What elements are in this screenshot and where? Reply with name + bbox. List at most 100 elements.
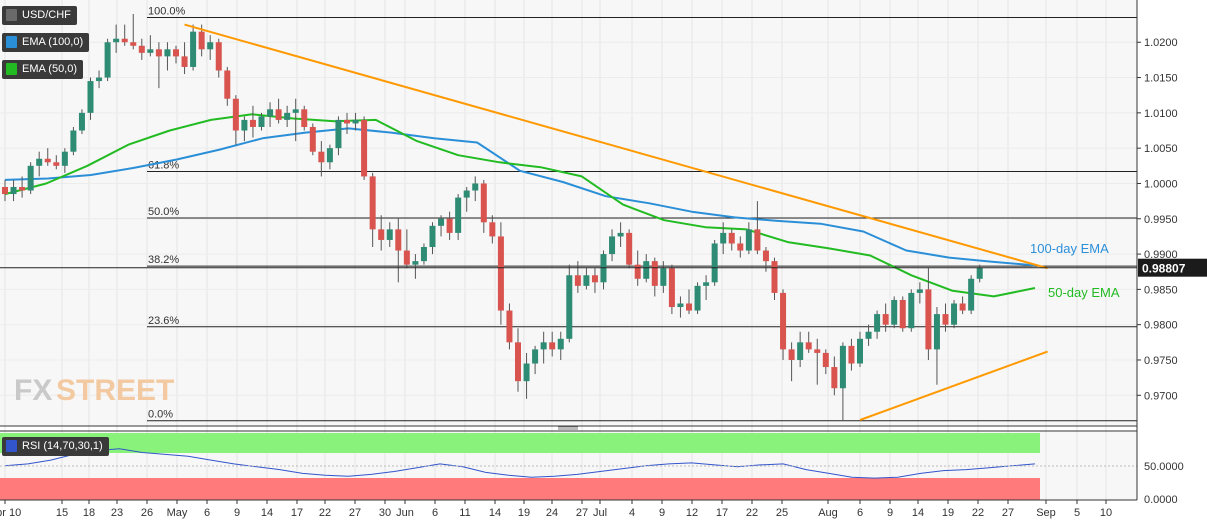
candle-up [190,31,197,67]
x-tick-label: 17 [291,507,303,519]
ema50-swatch [6,63,17,75]
x-tick-label: 19 [518,507,530,519]
candle-up [258,116,265,127]
fib-label: 50.0% [148,206,179,218]
x-tick-label: 6 [857,507,863,519]
candle-down [634,264,641,279]
current-price-value: 0.98807 [1142,262,1186,276]
candle-down [130,42,137,46]
candle-down [489,222,496,237]
candle-up [87,81,94,113]
candle-down [344,119,350,124]
candle-up [865,331,872,339]
candle-up [429,225,436,248]
candle-up [677,303,684,308]
ema100-line [4,127,1036,267]
candle-down [515,342,521,382]
grid-lines [0,0,1137,500]
candle-down [275,109,282,120]
candle-up [267,109,274,117]
x-tick-label: Apr 10 [0,507,21,519]
candlesticks [2,14,983,420]
candle-down [651,261,658,286]
rsi-legend-label: RSI (14,70,30,1) [22,440,103,452]
y-tick-label: 0.9750 [1144,355,1178,367]
x-tick-label: 24 [546,507,558,519]
rsi-zones [0,433,1040,500]
candle-down [780,292,787,350]
rsi-legend: RSI (14,70,30,1) [2,437,109,456]
y-tick-label: 0.9850 [1144,284,1178,296]
fib-label: 61.8% [148,159,179,171]
candle-down [668,268,675,308]
x-tick-label: 12 [686,507,698,519]
x-tick-label: 25 [776,507,788,519]
candle-up [420,247,427,262]
candle-down [198,31,205,50]
rsi-overbought-zone [0,433,1040,453]
candle-up [583,275,590,286]
fxstreet-logo: FX STREET [14,374,174,407]
candle-up [164,49,171,57]
candle-down [309,126,316,152]
x-tick-label: 9 [659,507,665,519]
candle-up [557,338,564,350]
candle-down [232,98,239,131]
candle-down [53,162,60,166]
ema100-annotation: 100-day EMA [1030,241,1109,256]
x-tick-label: 27 [349,507,361,519]
candle-down [378,229,385,240]
fib-label: 38.2% [148,254,179,266]
candle-down [249,119,256,127]
candle-down [882,314,889,325]
y-tick-label: 1.0100 [1144,108,1178,120]
candle-down [728,232,735,244]
candle-up [874,314,881,332]
candle-down [626,232,633,265]
candle-down [446,218,453,233]
y-tick-label: 1.0000 [1144,178,1178,190]
x-tick-label: 27 [576,507,588,519]
rsi-tick-label: 50.0000 [1144,461,1184,473]
y-tick-label: 0.9800 [1144,320,1178,332]
candle-up [532,349,539,364]
fib-label: 100.0% [148,6,186,18]
candle-down [173,49,179,57]
candle-up [386,229,393,240]
candle-up [78,112,85,131]
rsi-tick-label: 0.0000 [1144,494,1178,506]
candle-up [523,363,530,382]
x-tick-label: 6 [432,507,438,519]
x-tick-label: 30 [379,507,391,519]
candle-down [942,314,949,325]
x-tick-label: 22 [972,507,984,519]
x-tick-label: 18 [83,507,95,519]
candle-up [292,109,299,113]
candle-up [968,278,975,311]
y-tick-label: 1.0200 [1144,37,1178,49]
ema100-legend: EMA (100,0) [2,33,90,52]
current-price-tag [1138,258,1207,277]
x-tick-label: 14 [912,507,924,519]
candle-down [44,158,51,163]
watermark-street: STREET [56,374,174,407]
resistance-trendline [184,23,1048,270]
x-tick-label: Jun [396,507,414,519]
x-tick-label: 6 [204,507,210,519]
y-tick-label: 0.9700 [1144,390,1178,402]
candle-down [318,151,325,163]
candle-down [497,236,504,311]
candle-up [797,342,804,360]
x-tick-label: Aug [818,507,838,519]
candle-up [335,119,342,149]
candle-up [113,38,120,43]
candle-up [352,119,359,124]
candle-up [10,186,17,195]
candle-down [814,349,821,353]
x-tick-label: 19 [942,507,954,519]
candle-up [694,285,701,311]
chart-labels: 0.98807 100-day EMA 50-day EMA [0,241,1207,300]
y-tick-label: 0.9900 [1144,249,1178,261]
ema100-swatch [6,36,17,48]
candle-up [643,261,650,279]
